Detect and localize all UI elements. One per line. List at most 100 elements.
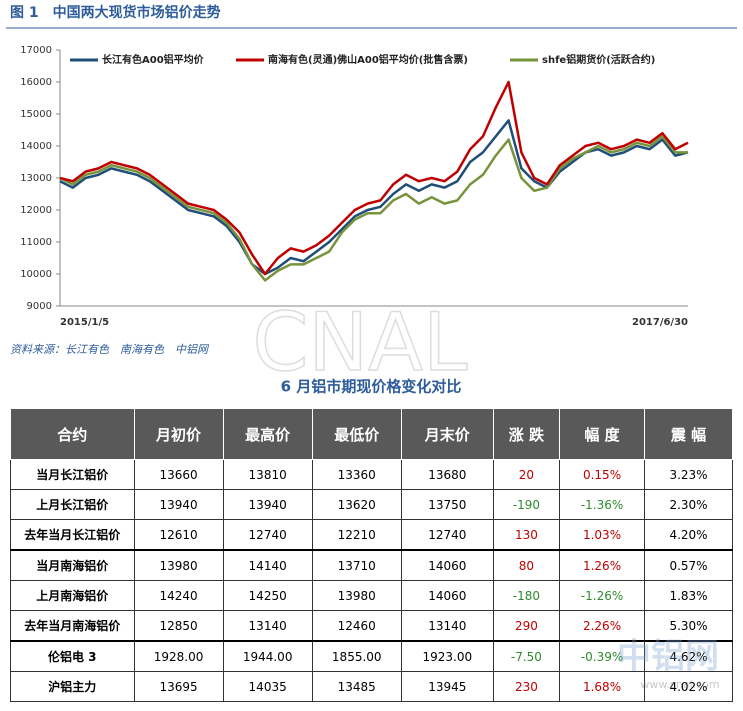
table-cell: 13695 [133,671,224,702]
table-cell: 13945 [400,671,494,702]
y-tick-label: 17000 [20,45,52,56]
y-tick-label: 12000 [20,205,52,216]
header-cell: 震 幅 [644,408,733,460]
header-cell: 最低价 [311,408,402,460]
header-cell: 月末价 [400,408,494,460]
table-cell: 80 [492,549,561,581]
table-cell: -0.39% [559,640,646,672]
table-cell: 12610 [133,519,224,551]
table-cell: 12460 [311,610,402,642]
table-cell: 14060 [400,549,494,581]
y-tick-label: 15000 [20,109,52,120]
table-cell: 13980 [133,549,224,581]
table-cell: -190 [492,489,561,520]
table-row: 当月南海铝价 13980 14140 13710 14060 80 1.26% 0.57% [10,549,733,581]
table-cell: 14035 [222,671,313,702]
table-cell: -1.36% [559,489,646,520]
table-cell: 上月长江铝价 [10,489,135,520]
table-cell: 13620 [311,489,402,520]
table-cell: 13940 [133,489,224,520]
y-tick-label: 10000 [20,269,52,280]
table-cell: 2.26% [559,610,646,642]
table-cell: 0.15% [559,459,646,490]
table-cell: 13940 [222,489,313,520]
table-cell: 12850 [133,610,224,642]
y-tick-label: 13000 [20,173,52,184]
table-row: 伦铝电 3 1928.00 1944.00 1855.00 1923.00 -7.50 -0… [10,640,733,672]
table-cell: 伦铝电 3 [10,640,135,672]
header-row: 合约 月初价 最高价 最低价 月末价涨 跌幅 度震 幅 [10,408,733,460]
table-row: 上月长江铝价 13940 13940 13620 13750 -190 -1.36% 2.30… [10,489,733,520]
y-tick-label: 9000 [27,301,52,312]
table-cell: 1944.00 [222,640,313,672]
table-cell: 230 [492,671,561,702]
table-cell: 去年当月长江铝价 [10,519,135,551]
series-line [59,80,689,276]
table-cell: 14240 [133,580,224,611]
table-cell: 0.57% [644,549,733,581]
table-cell: -7.50 [492,640,561,672]
table-row: 去年当月南海铝价 12850 13140 12460 13140 290 2.26% 5.30… [10,610,733,642]
table-cell: 4.62% [644,640,733,672]
table-cell: 3.23% [644,459,733,490]
table-cell: 14060 [400,580,494,611]
table-cell: 13140 [400,610,494,642]
legend-label: shfe铝期货价(活跃合约) [542,53,655,66]
table-cell: 4.20% [644,519,733,551]
table-cell: 1928.00 [133,640,224,672]
header-cell: 月初价 [133,408,224,460]
y-tick-label: 11000 [20,237,52,248]
table-cell: 1923.00 [400,640,494,672]
table-cell: 当月南海铝价 [10,549,135,581]
header-cell: 涨 跌 [492,408,561,460]
table-cell: 13485 [311,671,402,702]
source: 资料来源：长江有色 南海有色 中铝网 [10,343,210,356]
table-cell: 当月长江铝价 [10,459,135,490]
table-cell: -180 [492,580,561,611]
header-cell: 合约 [10,408,135,460]
table-cell: 13750 [400,489,494,520]
table-cell: 13980 [311,580,402,611]
x-tick-label: 2015/1/5 [60,317,109,328]
table-row: 沪铝主力 13695 14035 13485 13945 230 1.68% 4.02% [10,671,733,702]
table-cell: 12740 [222,519,313,551]
table-cell: 1.68% [559,671,646,702]
table-row: 去年当月长江铝价 12610 12740 12210 12740 130 1.03% 4.20… [10,519,733,551]
table-cell: 2.30% [644,489,733,520]
table-cell: 4.02% [644,671,733,702]
table-cell: 沪铝主力 [10,671,135,702]
table-cell: 13810 [222,459,313,490]
watermark-logo: CNAL [253,296,468,389]
table-cell: 14250 [222,580,313,611]
table-cell: 130 [492,519,561,551]
table-cell: 1.03% [559,519,646,551]
table-cell: 13360 [311,459,402,490]
table-cell: 1.83% [644,580,733,611]
header-cell: 幅 度 [559,408,646,460]
table-cell: 13140 [222,610,313,642]
table-cell: 13680 [400,459,494,490]
data-table: 合约 月初价 最高价 最低价 月末价涨 跌幅 度震 幅当月长江铝价 13660 13810 1… [10,408,733,702]
table-cell: 去年当月南海铝价 [10,610,135,642]
legend-label: 南海有色(灵通)佛山A00铝平均价(批售含票) [268,53,468,66]
table-row: 上月南海铝价 14240 14250 13980 14060 -180 -1.26% 1.83… [10,580,733,611]
table-cell: 13710 [311,549,402,581]
table-cell: 290 [492,610,561,642]
table-cell: 1855.00 [311,640,402,672]
figure-title: 图 1 中国两大现货市场铝价走势 [10,4,221,21]
y-tick-label: 14000 [20,141,52,152]
table-cell: 1.26% [559,549,646,581]
table-cell: 上月南海铝价 [10,580,135,611]
header-cell: 最高价 [222,408,313,460]
table-cell: 12740 [400,519,494,551]
table-row: 当月长江铝价 13660 13810 13360 13680 20 0.15% 3.23% [10,459,733,490]
table-cell: 14140 [222,549,313,581]
table-title: 6 月铝市期现价格变化对比 [281,378,462,396]
table-cell: 20 [492,459,561,490]
table-cell: 5.30% [644,610,733,642]
legend-label: 长江有色A00铝平均价 [102,53,205,66]
y-tick-label: 16000 [20,77,52,88]
series-line [59,135,688,282]
